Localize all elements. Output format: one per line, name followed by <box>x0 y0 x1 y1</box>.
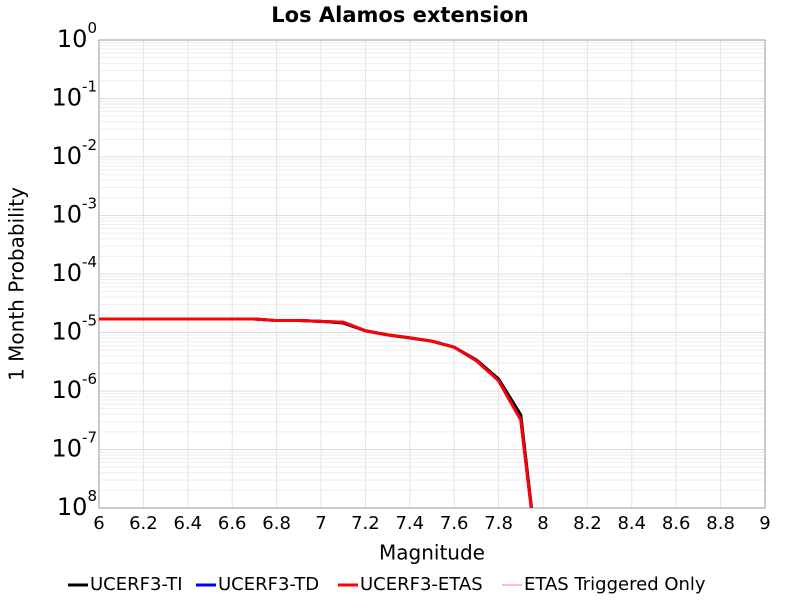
x-tick-label: 7.4 <box>395 513 424 534</box>
y-tick-label: 10-6 <box>51 370 97 405</box>
y-tick-label: 100 <box>57 19 97 54</box>
tick-base: 10 <box>51 84 82 112</box>
x-tick-label: 6.2 <box>129 513 158 534</box>
tick-exponent: -3 <box>82 194 97 212</box>
x-tick-label: 6 <box>93 513 104 534</box>
chart-title: Los Alamos extension <box>271 3 528 27</box>
y-tick-label: 10-7 <box>51 428 97 463</box>
tick-base: 10 <box>51 318 82 346</box>
x-tick-label: 6.4 <box>173 513 202 534</box>
legend-label: UCERF3-ETAS <box>360 574 483 595</box>
tick-exponent: -2 <box>82 136 97 154</box>
x-tick-label: 7.8 <box>484 513 513 534</box>
tick-base: 10 <box>51 201 82 229</box>
tick-base: 10 <box>51 259 82 287</box>
x-tick-label: 7 <box>315 513 326 534</box>
y-tick-label: 10-1 <box>51 77 97 112</box>
x-tick-label: 8 <box>537 513 548 534</box>
x-tick-label: 6.8 <box>262 513 291 534</box>
tick-exponent: 8 <box>87 487 97 505</box>
tick-exponent: -7 <box>82 428 97 446</box>
tick-base: 10 <box>57 493 88 521</box>
x-axis-label: Magnitude <box>379 541 485 565</box>
tick-base: 10 <box>57 25 88 53</box>
y-tick-label: 10-3 <box>51 194 97 229</box>
tick-exponent: -5 <box>82 311 97 329</box>
y-tick-label: 108 <box>57 487 97 522</box>
tick-exponent: -1 <box>82 77 97 95</box>
legend-label: ETAS Triggered Only <box>524 574 706 595</box>
y-axis-label: 1 Month Probability <box>5 187 29 381</box>
tick-base: 10 <box>51 376 82 404</box>
x-tick-label: 8.6 <box>662 513 691 534</box>
tick-exponent: 0 <box>87 19 97 37</box>
tick-exponent: -4 <box>82 253 97 271</box>
x-tick-label: 8.4 <box>617 513 646 534</box>
x-tick-label: 8.8 <box>706 513 735 534</box>
legend-label: UCERF3-TI <box>90 574 183 595</box>
x-tick-label: 8.2 <box>573 513 602 534</box>
plot-border <box>98 39 766 509</box>
series-line <box>99 317 533 508</box>
y-tick-label: 10-2 <box>51 136 97 171</box>
legend-label: UCERF3-TD <box>218 574 319 595</box>
tick-base: 10 <box>51 142 82 170</box>
x-tick-label: 9 <box>759 513 770 534</box>
y-tick-label: 10-5 <box>51 311 97 346</box>
tick-base: 10 <box>51 435 82 463</box>
x-tick-label: 7.2 <box>351 513 380 534</box>
x-tick-label: 6.6 <box>218 513 247 534</box>
y-tick-label: 10-4 <box>51 253 97 288</box>
tick-exponent: -6 <box>82 370 97 388</box>
x-tick-label: 7.6 <box>440 513 469 534</box>
